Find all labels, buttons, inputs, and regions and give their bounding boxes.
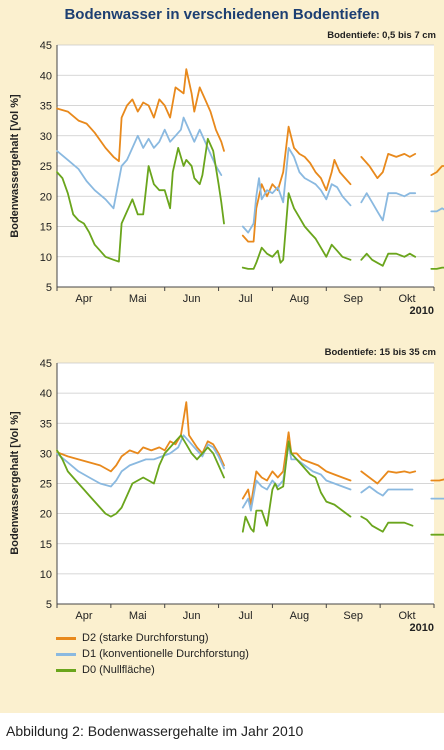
chart-soil-depth-0-5-7cm: 5 10 15 20 25 30 35 40 45 Apr Mai Jun Jul Aug Sep Okt: [40, 40, 444, 305]
y-tick-label: 15: [40, 222, 52, 234]
y-tick-label: 25: [40, 161, 52, 173]
legend-item-d0: D0 (Nullfläche): [56, 662, 249, 678]
series-line-d1: [430, 497, 444, 500]
series-line-d0: [56, 137, 225, 263]
series-line-d2: [56, 68, 225, 163]
series-line-d0: [241, 192, 352, 270]
series-line-d2: [360, 470, 417, 485]
series-line-d1: [360, 485, 414, 497]
y-tick-label: 25: [40, 479, 52, 491]
series-line-d0: [360, 252, 417, 267]
x-tick-label: Jul: [238, 293, 252, 305]
charts-canvas: 5 10 15 20 25 30 35 40 45 Apr Mai Jun Jul Aug Sep Okt 5…: [40, 40, 444, 622]
series-line-d0: [56, 434, 225, 518]
chart-2-year: 2010: [409, 622, 434, 634]
series-line-d1: [56, 116, 223, 210]
x-tick-label: Jun: [183, 610, 201, 622]
y-tick-label: 40: [40, 388, 52, 400]
chart-1-subtitle: Bodentiefe: 0,5 bis 7 cm: [327, 30, 436, 41]
y-tick-label: 40: [40, 70, 52, 82]
figure-caption: Abbildung 2: Bodenwassergehalte im Jahr …: [6, 723, 304, 739]
series-line-d0: [430, 533, 444, 536]
x-tick-label: Okt: [399, 293, 416, 305]
y-tick-label: 30: [40, 131, 52, 143]
y-tick-label: 20: [40, 509, 52, 521]
x-tick-label: Jul: [238, 610, 252, 622]
x-tick-label: Sep: [343, 610, 363, 622]
y-tick-label: 30: [40, 448, 52, 460]
x-tick-label: Apr: [75, 610, 92, 622]
series-line-d2: [360, 153, 417, 179]
legend-swatch-d2: [56, 636, 76, 640]
series-line-d2: [241, 125, 352, 243]
x-tick-label: Aug: [290, 610, 310, 622]
figure-title: Bodenwasser in verschiedenen Bodentiefen: [64, 6, 380, 23]
legend-label-d2: D2 (starke Durchforstung): [82, 632, 209, 644]
x-tick-label: Mai: [129, 293, 147, 305]
series-line-d1: [360, 192, 417, 222]
series-line-d1: [430, 207, 444, 213]
series-line-d0: [430, 266, 444, 270]
series-line-d2: [241, 431, 352, 506]
series-line-d1: [241, 147, 352, 234]
y-tick-label: 5: [46, 282, 52, 294]
series-line-d0: [360, 515, 414, 533]
y-tick-label: 10: [40, 252, 52, 264]
chart-1-year: 2010: [409, 305, 434, 317]
y-tick-label: 20: [40, 191, 52, 203]
legend-label-d1: D1 (konventionelle Durchforstung): [82, 648, 249, 660]
x-tick-label: Jun: [183, 293, 201, 305]
y-tick-label: 35: [40, 101, 52, 113]
legend-swatch-d0: [56, 668, 76, 672]
x-tick-label: Sep: [343, 293, 363, 305]
chart-soil-depth-15-35cm: 5 10 15 20 25 30 35 40 45 Apr Mai Jun Jul Aug Sep Okt: [40, 358, 444, 622]
x-tick-label: Okt: [399, 610, 416, 622]
legend-swatch-d1: [56, 652, 76, 656]
x-tick-label: Aug: [290, 293, 310, 305]
legend-item-d2: D2 (starke Durchforstung): [56, 630, 249, 646]
y-tick-label: 10: [40, 569, 52, 581]
y-tick-label: 15: [40, 539, 52, 551]
y-tick-label: 5: [46, 599, 52, 611]
y-tick-label: 35: [40, 418, 52, 430]
series-line-d2: [430, 165, 444, 176]
x-tick-label: Mai: [129, 610, 147, 622]
legend-label-d0: D0 (Nullfläche): [82, 664, 155, 676]
series-line-d2: [430, 478, 444, 482]
y-tick-label: 45: [40, 40, 52, 52]
y-tick-label: 45: [40, 358, 52, 370]
series-line-d0: [241, 440, 352, 533]
legend-item-d1: D1 (konventionelle Durchforstung): [56, 646, 249, 662]
chart-2-subtitle: Bodentiefe: 15 bis 35 cm: [324, 347, 436, 358]
x-tick-label: Apr: [75, 293, 92, 305]
figure-panel: Bodenwasser in verschiedenen Bodentiefen…: [0, 0, 444, 713]
legend: D2 (starke Durchforstung) D1 (konvention…: [56, 630, 249, 678]
